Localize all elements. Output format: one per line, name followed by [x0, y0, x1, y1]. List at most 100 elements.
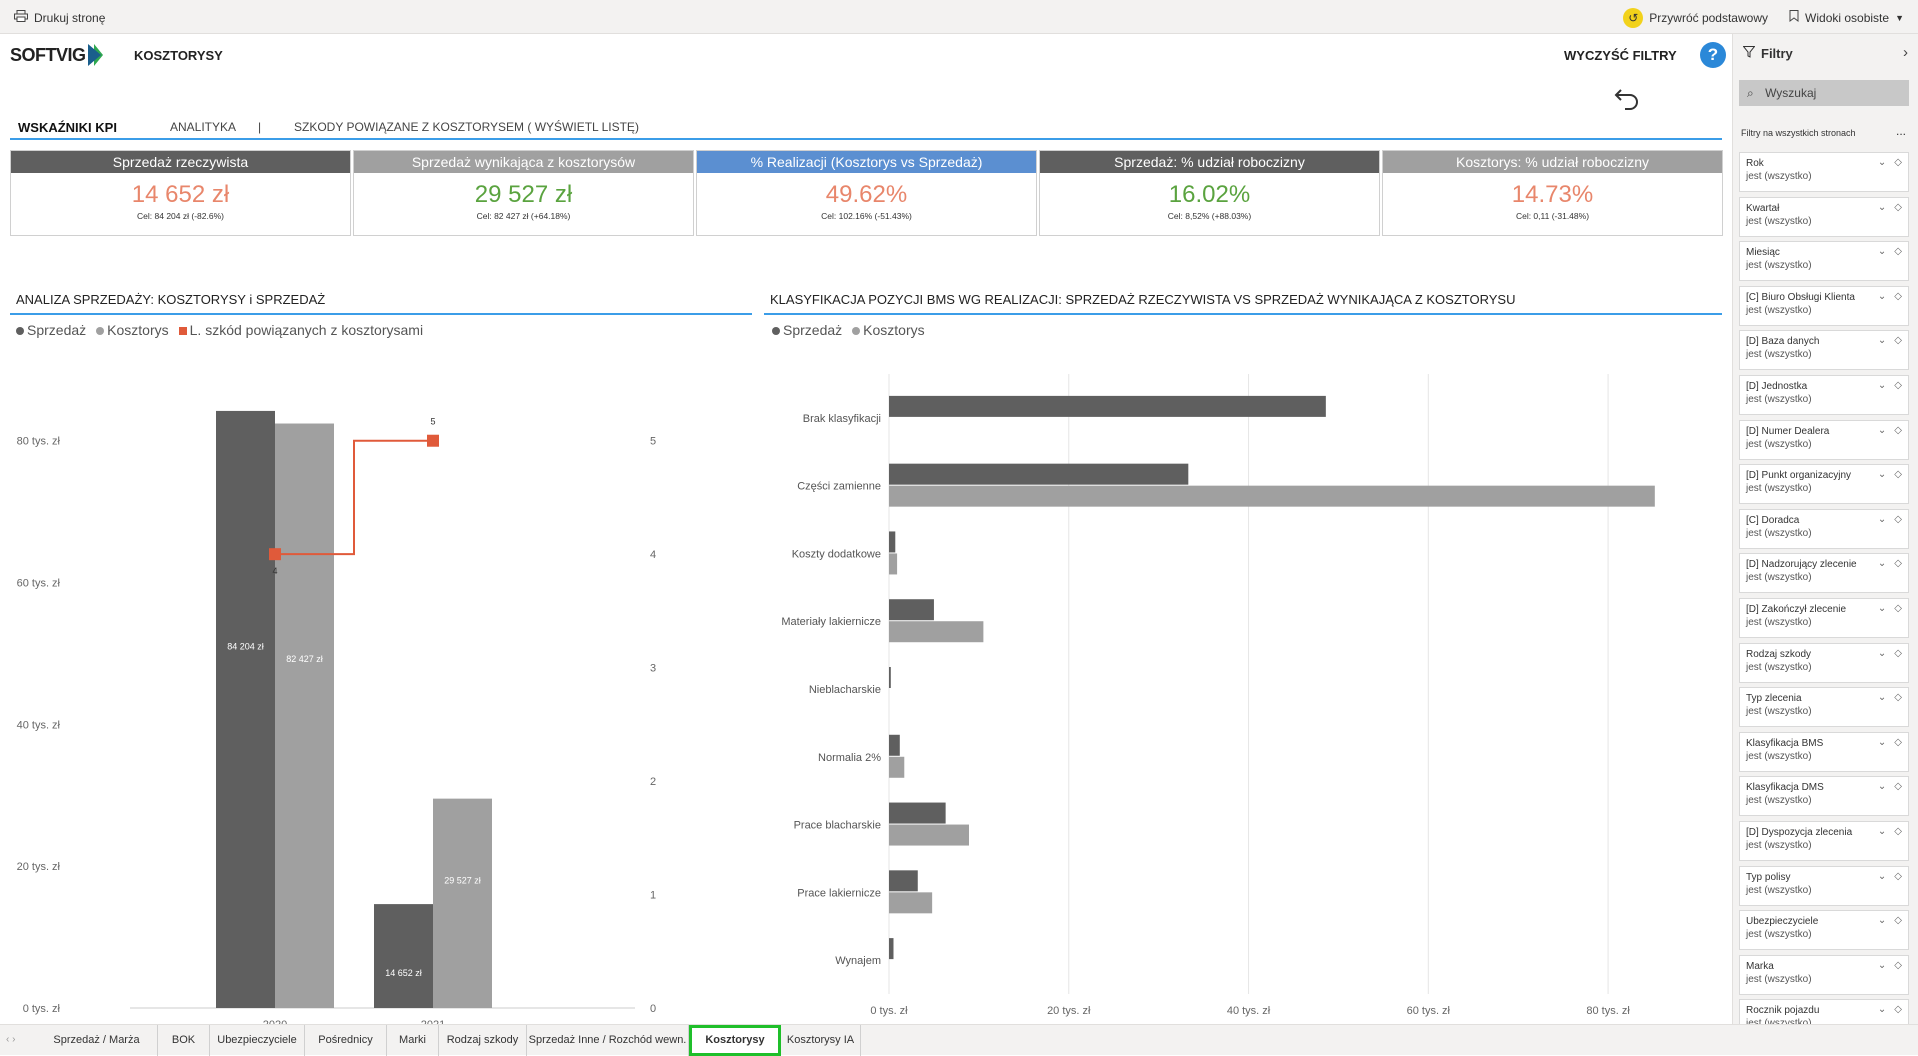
filter-card[interactable]: Typ zlecenia jest (wszystko) ⌄ ◇ — [1739, 687, 1909, 728]
chevron-down-icon[interactable]: ⌄ — [1877, 915, 1887, 927]
chevron-down-icon[interactable]: ⌄ — [1877, 692, 1887, 704]
eraser-icon[interactable]: ◇ — [1894, 692, 1902, 704]
legend-item[interactable]: L. szkód powiązanych z kosztorysami — [178, 322, 423, 338]
filter-card[interactable]: Rodzaj szkody jest (wszystko) ⌄ ◇ — [1739, 642, 1909, 683]
personal-views-button[interactable]: Widoki osobiste ▼ — [1789, 10, 1904, 25]
page-nav-arrows[interactable]: ‹ › — [6, 1034, 16, 1045]
chevron-down-icon[interactable]: ⌄ — [1877, 424, 1887, 436]
page-tab[interactable]: Kosztorysy — [689, 1025, 781, 1056]
page-tab[interactable]: Ubezpieczyciele — [210, 1025, 305, 1056]
eraser-icon[interactable]: ◇ — [1894, 335, 1902, 347]
filter-card[interactable]: [D] Nadzorujący zlecenie jest (wszystko) ⌄… — [1739, 553, 1909, 594]
filter-card[interactable]: Typ polisy jest (wszystko) ⌄ ◇ — [1739, 865, 1909, 906]
back-arrow-icon[interactable] — [1613, 84, 1641, 120]
filter-card[interactable]: [C] Biuro Obsługi Klienta jest (wszystko)… — [1739, 285, 1909, 326]
chevron-down-icon[interactable]: ⌄ — [1877, 602, 1887, 614]
print-page-button[interactable]: Drukuj stronę — [14, 10, 105, 25]
eraser-icon[interactable]: ◇ — [1894, 602, 1902, 614]
chevron-down-icon[interactable]: ⌄ — [1877, 1004, 1887, 1016]
chevron-down-icon[interactable]: ⌄ — [1877, 781, 1887, 793]
chevron-down-icon[interactable]: ⌄ — [1877, 647, 1887, 659]
filter-name: [C] Biuro Obsługi Klienta — [1746, 291, 1855, 303]
eraser-icon[interactable]: ◇ — [1894, 647, 1902, 659]
chevron-down-icon[interactable]: ⌄ — [1877, 558, 1887, 570]
help-button[interactable]: ? — [1700, 42, 1726, 68]
line-point-szkody — [269, 548, 281, 561]
filter-search-input[interactable]: ⌕ Wyszukaj — [1739, 80, 1909, 106]
eraser-icon[interactable]: ◇ — [1894, 1004, 1902, 1016]
bar-data-label: 84 204 zł — [227, 641, 264, 651]
eraser-icon[interactable]: ◇ — [1894, 201, 1902, 213]
tab-analityka[interactable]: ANALITYKA — [170, 120, 237, 134]
chevron-down-icon[interactable]: ⌄ — [1877, 246, 1887, 258]
bar-sprzedaz — [889, 531, 896, 553]
eraser-icon[interactable]: ◇ — [1894, 513, 1902, 525]
eraser-icon[interactable]: ◇ — [1894, 246, 1902, 258]
filter-value: jest (wszystko) — [1746, 483, 1812, 495]
bar-kosztorys — [889, 485, 1655, 507]
chevron-down-icon[interactable]: ⌄ — [1877, 379, 1887, 391]
eraser-icon[interactable]: ◇ — [1894, 959, 1902, 971]
eraser-icon[interactable]: ◇ — [1894, 469, 1902, 481]
eraser-icon[interactable]: ◇ — [1894, 290, 1902, 302]
filter-card[interactable]: Klasyfikacja DMS jest (wszystko) ⌄ ◇ — [1739, 776, 1909, 817]
chevron-down-icon[interactable]: ⌄ — [1877, 469, 1887, 481]
chevron-down-icon[interactable]: ⌄ — [1877, 513, 1887, 525]
page-tab[interactable]: Kosztorysy IA — [781, 1025, 861, 1056]
filter-card[interactable]: [D] Punkt organizacyjny jest (wszystko) ⌄ ◇ — [1739, 464, 1909, 505]
filter-card[interactable]: [D] Dyspozycja zlecenia jest (wszystko) ⌄ ◇ — [1739, 820, 1909, 861]
legend-item[interactable]: Sprzedaż — [16, 322, 86, 338]
filter-card[interactable]: Ubezpieczyciele jest (wszystko) ⌄ ◇ — [1739, 910, 1909, 951]
page-tab[interactable]: Marki — [387, 1025, 439, 1056]
page-tab[interactable]: Pośrednicy — [305, 1025, 387, 1056]
filter-card[interactable]: [C] Doradca jest (wszystko) ⌄ ◇ — [1739, 508, 1909, 549]
filter-card[interactable]: Klasyfikacja BMS jest (wszystko) ⌄ ◇ — [1739, 731, 1909, 772]
filter-name: Rodzaj szkody — [1746, 648, 1812, 660]
filter-card[interactable]: [D] Zakończył zlecenie jest (wszystko) ⌄ ◇ — [1739, 597, 1909, 638]
left-chart-legend: Sprzedaż Kosztorys L. szkód powiązanych … — [16, 322, 423, 338]
filter-card[interactable]: Kwartał jest (wszystko) ⌄ ◇ — [1739, 196, 1909, 237]
restore-default-button[interactable]: ↺ Przywróć podstawowy — [1623, 8, 1768, 28]
eraser-icon[interactable]: ◇ — [1894, 379, 1902, 391]
filter-card[interactable]: [D] Baza danych jest (wszystko) ⌄ ◇ — [1739, 330, 1909, 371]
eraser-icon[interactable]: ◇ — [1894, 558, 1902, 570]
eraser-icon[interactable]: ◇ — [1894, 157, 1902, 168]
chevron-down-icon[interactable]: ⌄ — [1877, 825, 1887, 837]
tab-szkody-list[interactable]: SZKODY POWIĄZANE Z KOSZTORYSEM ( WYŚWIET… — [294, 120, 639, 134]
clear-filters-button[interactable]: WYCZYŚĆ FILTRY — [1564, 48, 1677, 63]
page-tab[interactable]: Sprzedaż / Marża — [36, 1025, 158, 1056]
filter-name: Miesiąc — [1746, 247, 1780, 259]
chevron-down-icon[interactable]: ⌄ — [1877, 870, 1887, 882]
filter-card[interactable]: [D] Jednostka jest (wszystko) ⌄ ◇ — [1739, 374, 1909, 415]
page-tab[interactable]: Sprzedaż Inne / Rozchód wewn. — [527, 1025, 689, 1056]
page-tab[interactable]: Rodzaj szkody — [439, 1025, 527, 1056]
chevron-down-icon[interactable]: ⌄ — [1877, 201, 1887, 213]
chevron-down-icon[interactable]: ⌄ — [1877, 290, 1887, 302]
chevron-down-icon[interactable]: ⌄ — [1877, 157, 1887, 168]
kpi-target: Cel: 8,52% (+88.03%) — [1167, 211, 1252, 221]
collapse-chevron-icon[interactable]: › — [1903, 44, 1908, 61]
filter-value: jest (wszystko) — [1746, 438, 1812, 450]
eraser-icon[interactable]: ◇ — [1894, 825, 1902, 837]
legend-item[interactable]: Sprzedaż — [772, 322, 842, 338]
eraser-icon[interactable]: ◇ — [1894, 781, 1902, 793]
filter-card[interactable]: Rok jest (wszystko) ⌄ ◇ — [1739, 152, 1909, 192]
more-options-icon[interactable]: ... — [1895, 124, 1906, 138]
chevron-down-icon[interactable]: ⌄ — [1877, 959, 1887, 971]
eraser-icon[interactable]: ◇ — [1894, 870, 1902, 882]
kpi-value: 29 527 zł — [474, 181, 573, 208]
eraser-icon[interactable]: ◇ — [1894, 736, 1902, 748]
filter-card[interactable]: [D] Numer Dealera jest (wszystko) ⌄ ◇ — [1739, 419, 1909, 460]
legend-item[interactable]: Kosztorys — [852, 322, 925, 338]
chevron-down-icon[interactable]: ⌄ — [1877, 335, 1887, 347]
search-placeholder: Wyszukaj — [1765, 86, 1817, 100]
filter-card[interactable]: Miesiąc jest (wszystko) ⌄ ◇ — [1739, 241, 1909, 282]
chevron-down-icon[interactable]: ⌄ — [1877, 736, 1887, 748]
eraser-icon[interactable]: ◇ — [1894, 424, 1902, 436]
kpi-title: Sprzedaż rzeczywista — [11, 151, 350, 173]
legend-item[interactable]: Kosztorys — [96, 322, 169, 338]
eraser-icon[interactable]: ◇ — [1894, 915, 1902, 927]
page-tab[interactable]: BOK — [158, 1025, 210, 1056]
tab-kpi[interactable]: WSKAŹNIKI KPI — [18, 120, 117, 135]
filter-card[interactable]: Marka jest (wszystko) ⌄ ◇ — [1739, 954, 1909, 995]
